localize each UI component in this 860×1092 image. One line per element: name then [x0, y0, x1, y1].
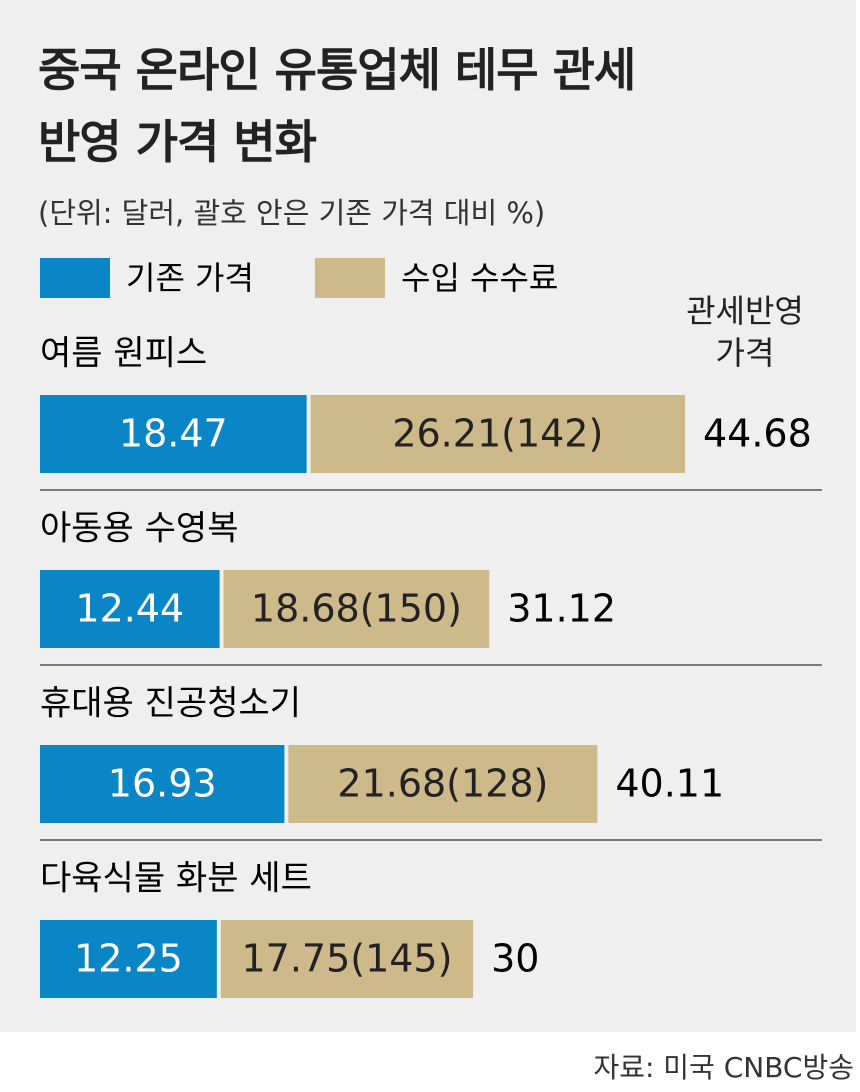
bar [288, 745, 598, 823]
category-label: 휴대용 진공청소기 [40, 684, 301, 724]
total-label: 40.11 [615, 762, 724, 806]
value-label: 12.44 [75, 587, 184, 631]
legend-swatch [40, 258, 110, 298]
totals-header: 관세반영 가격 [686, 292, 804, 372]
bar [310, 395, 685, 473]
bar [40, 570, 220, 648]
category-label: 다육식물 화분 세트 [40, 859, 312, 899]
bar [40, 395, 307, 473]
chart-subtitle: (단위: 달러, 괄호 안은 기존 가격 대비 %) [38, 196, 546, 230]
total-label: 31.12 [507, 587, 616, 631]
bar [223, 570, 490, 648]
bar [220, 920, 474, 998]
value-label: 16.93 [108, 762, 217, 806]
bar [40, 920, 217, 998]
value-label: 26.21(142) [392, 412, 603, 456]
value-label: 21.68(128) [337, 762, 548, 806]
category-label: 여름 원피스 [40, 334, 207, 374]
bar [40, 745, 285, 823]
total-label: 44.68 [703, 412, 812, 456]
legend-swatch [315, 258, 385, 298]
source: 자료: 미국 CNBC방송 [593, 1051, 854, 1084]
legend-label: 기존 가격 [126, 259, 254, 297]
value-label: 18.47 [119, 412, 228, 456]
value-label: 18.68(150) [251, 587, 462, 631]
total-label: 30 [491, 937, 539, 981]
category-label: 아동용 수영복 [40, 509, 239, 549]
chart-title: 중국 온라인 유통업체 테무 관세 반영 가격 변화 [38, 43, 636, 169]
panel [0, 0, 856, 1032]
value-label: 12.25 [74, 937, 183, 981]
value-label: 17.75(145) [241, 937, 452, 981]
legend-label: 수입 수수료 [401, 259, 558, 297]
